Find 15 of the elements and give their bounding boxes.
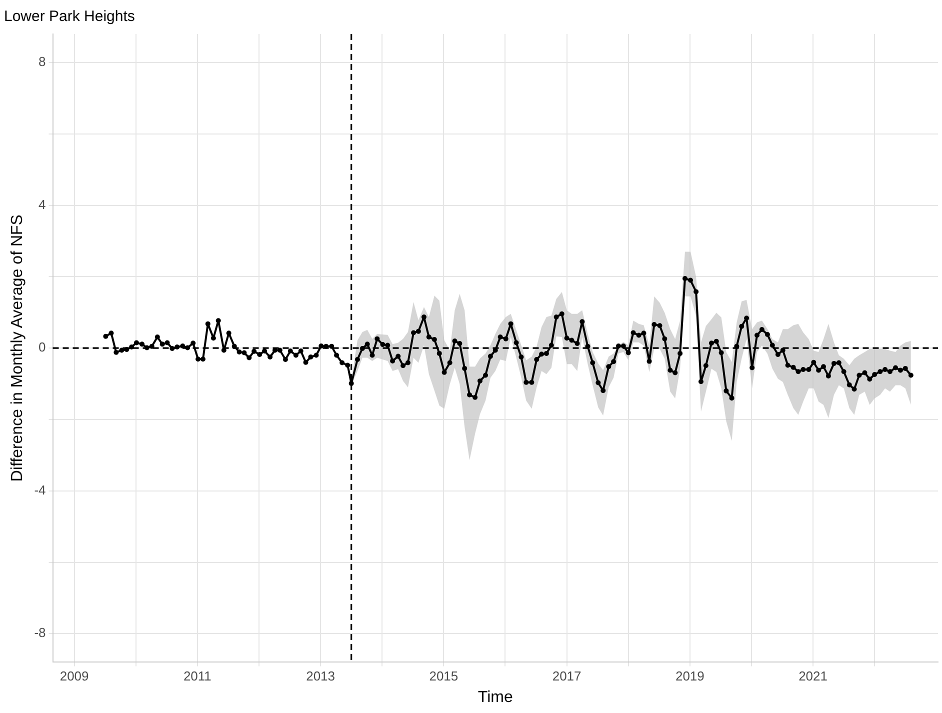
y-tick-label: -4 [34,482,46,498]
y-tick-label: -8 [34,625,46,640]
x-tick-label: 2013 [306,668,336,684]
chart-title: Lower Park Heights [4,8,135,26]
y-axis-title: Difference in Monthly Average of NFS [9,214,26,482]
y-tick-label: 0 [38,340,46,355]
x-tick-label: 2011 [183,668,212,684]
x-tick-label: 2021 [798,668,828,684]
x-tick-label: 2017 [552,668,582,684]
x-axis-title: Time [478,688,513,706]
x-tick-label: 2009 [60,668,89,684]
x-tick-label: 2019 [675,668,704,684]
x-tick-label: 2015 [429,668,458,684]
y-tick-label: 4 [38,196,46,212]
y-tick-label: 8 [38,54,46,70]
